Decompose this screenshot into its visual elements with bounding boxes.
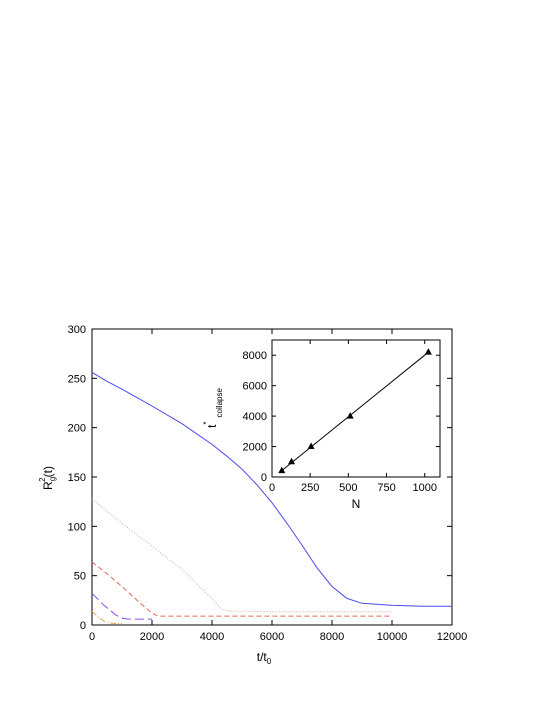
- main-series-line-5: [91, 610, 122, 624]
- inset-data-point: [424, 348, 432, 355]
- inset-data-point: [346, 412, 354, 419]
- main-series-line-2: [91, 498, 392, 613]
- inset-fit-line: [281, 351, 429, 471]
- main-series-line-3: [91, 561, 392, 617]
- main-x-axis-label: t/t0: [257, 650, 272, 666]
- main-y-tick-label: 50: [74, 571, 86, 583]
- inset-x-tick-label: 750: [377, 482, 395, 494]
- inset-y-tick-label: 2000: [243, 442, 267, 454]
- main-x-tick-label: 4000: [200, 631, 224, 643]
- main-x-tick-label: 8000: [320, 631, 344, 643]
- main-x-tick-label: 2000: [140, 631, 164, 643]
- inset-x-tick-label: 250: [301, 482, 319, 494]
- inset-y-axis-label: t*collapse: [202, 388, 224, 428]
- inset-data-point: [307, 442, 315, 450]
- inset-y-tick-label: 0: [261, 472, 267, 484]
- inset-marks: [278, 348, 432, 474]
- inset-ticks: 0 250 500 750 1000 0 2000 4000 6000 8000: [243, 340, 440, 494]
- inset-y-tick-label: 4000: [243, 411, 267, 423]
- main-plot: 0 2000 4000 6000 8000 10000 120000501001502002…: [38, 324, 467, 666]
- inset-data-point: [278, 466, 286, 474]
- inset-x-tick-label: 0: [269, 482, 275, 494]
- inset-x-axis-label: N: [352, 497, 361, 511]
- main-y-tick-label: 300: [68, 324, 86, 336]
- main-y-tick-label: 100: [68, 521, 86, 533]
- main-y-tick-label: 150: [68, 472, 86, 484]
- main-x-tick-label: 0: [89, 631, 95, 643]
- main-x-tick-label: 10000: [377, 631, 408, 643]
- inset-data-point: [288, 457, 296, 465]
- main-lines: [91, 371, 452, 624]
- main-series-line-1: [91, 371, 452, 607]
- inset-x-tick-label: 500: [339, 482, 357, 494]
- main-ticks: 0 2000 4000 6000 8000 10000 120000501001502002…: [68, 324, 468, 643]
- main-y-axis-label: Rg2(t): [38, 466, 57, 490]
- inset-y-tick-label: 8000: [243, 350, 267, 362]
- main-series-line-4: [91, 593, 152, 620]
- main-y-tick-label: 250: [68, 373, 86, 385]
- main-x-tick-label: 6000: [260, 631, 284, 643]
- inset-frame: [271, 339, 441, 478]
- main-y-tick-label: 200: [68, 423, 86, 435]
- main-x-tick-label: 12000: [437, 631, 468, 643]
- inset-plot: 0 250 500 750 1000 0 2000 4000 6000 8000 N t*coll…: [202, 339, 441, 511]
- inset-y-tick-label: 6000: [243, 381, 267, 393]
- main-y-tick-label: 0: [80, 620, 86, 632]
- inset-x-tick-label: 1000: [412, 482, 436, 494]
